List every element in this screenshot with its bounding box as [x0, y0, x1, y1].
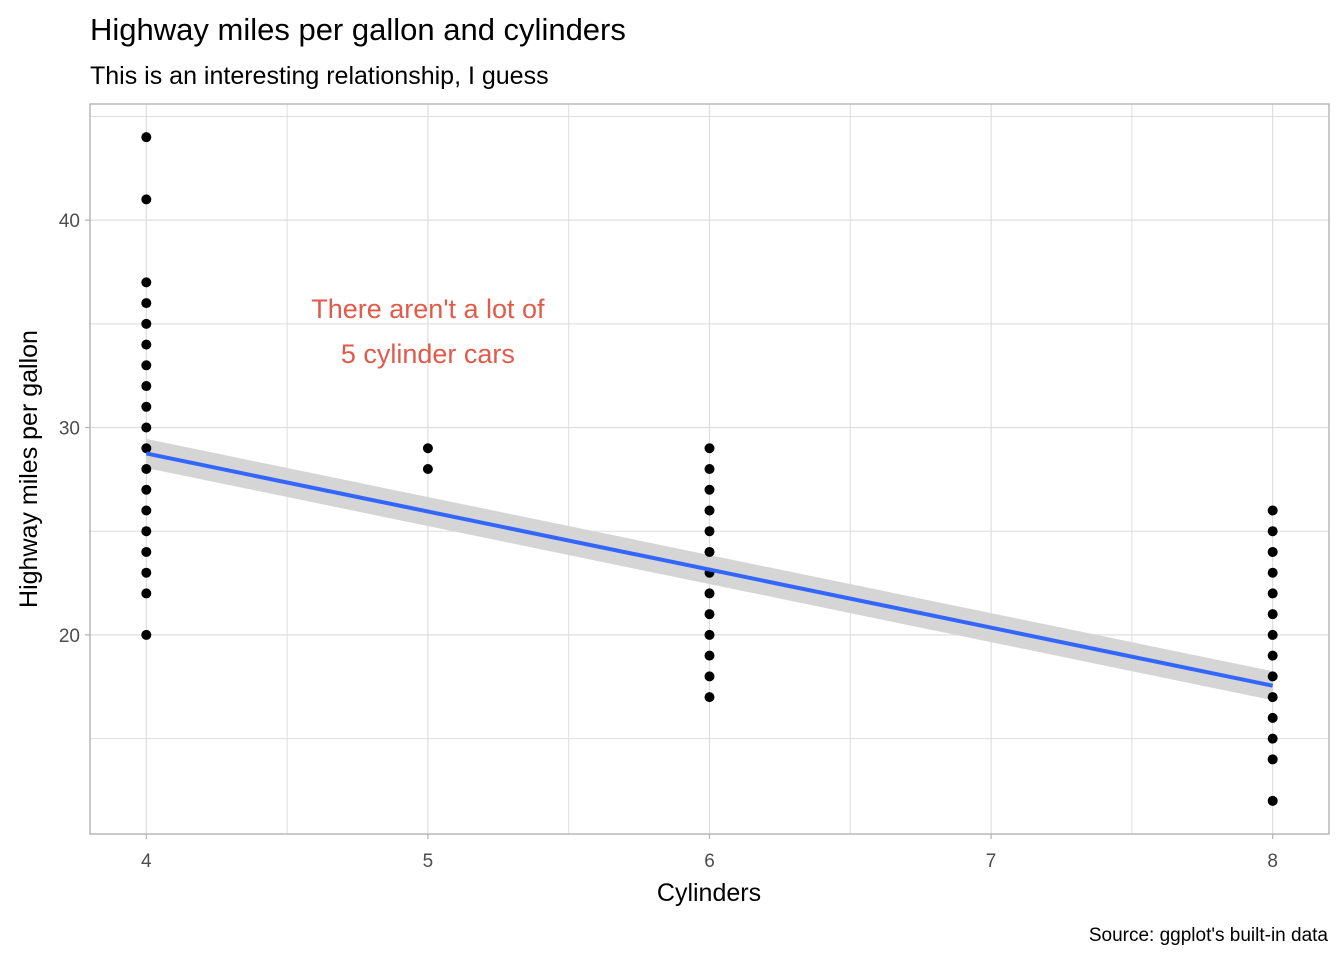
data-point: [1267, 505, 1278, 516]
data-point: [1267, 754, 1278, 765]
data-point: [422, 443, 433, 454]
data-point: [141, 132, 152, 143]
data-point: [141, 588, 152, 599]
y-axis-title: Highway miles per gallon: [15, 330, 43, 608]
chart-title: Highway miles per gallon and cylinders: [90, 12, 626, 47]
x-tick-label: 5: [423, 851, 434, 872]
data-point: [141, 277, 152, 288]
chart-subtitle: This is an interesting relationship, I g…: [90, 62, 549, 90]
data-point: [141, 422, 152, 433]
data-point: [141, 298, 152, 309]
data-point: [1267, 567, 1278, 578]
annotation-line-2: 5 cylinder cars: [341, 339, 515, 369]
data-point: [704, 464, 715, 474]
data-point: [1267, 712, 1278, 723]
y-tick-label: 20: [59, 626, 80, 647]
data-point: [704, 609, 715, 620]
y-tick-label: 40: [59, 211, 80, 232]
data-point: [704, 671, 715, 682]
data-point: [1267, 650, 1278, 661]
data-point: [1267, 588, 1278, 599]
data-point: [704, 526, 715, 537]
data-point: [704, 692, 715, 703]
points-layer: [141, 132, 1278, 806]
annotation-line-1: There aren't a lot of: [311, 294, 545, 324]
data-point: [704, 443, 715, 454]
data-point: [141, 484, 152, 495]
data-point: [704, 484, 715, 495]
data-point: [704, 546, 715, 557]
data-point: [141, 401, 152, 412]
data-point: [1267, 671, 1278, 682]
data-point: [141, 546, 152, 557]
x-axis-title: Cylinders: [657, 879, 761, 907]
data-point: [704, 505, 715, 516]
data-point: [141, 629, 152, 640]
data-point: [1267, 795, 1278, 806]
data-point: [1267, 629, 1278, 640]
data-point: [141, 318, 152, 329]
x-tick-label: 8: [1267, 851, 1278, 872]
data-point: [704, 588, 715, 599]
data-point: [141, 505, 152, 516]
data-point: [141, 443, 152, 454]
data-point: [1267, 733, 1278, 744]
data-point: [1267, 526, 1278, 537]
data-point: [704, 629, 715, 640]
data-point: [141, 526, 152, 537]
data-point: [141, 194, 152, 205]
y-tick-label: 30: [59, 419, 80, 440]
regression-line-layer: [145, 451, 1274, 688]
data-point: [141, 464, 152, 474]
data-point: [1267, 692, 1278, 703]
data-point: [1267, 609, 1278, 620]
data-point: [141, 339, 152, 350]
data-point: [141, 567, 152, 578]
data-point: [141, 360, 152, 371]
data-point: [704, 650, 715, 661]
regression-line: [145, 451, 1274, 688]
data-point: [141, 381, 152, 392]
data-point: [1267, 546, 1278, 557]
x-tick-label: 4: [141, 851, 152, 872]
caption: Source: ggplot's built-in data: [1089, 925, 1329, 946]
axis-ticks: 4 5 6 7 8 20 30 40: [59, 211, 1278, 872]
x-tick-label: 6: [704, 851, 715, 872]
data-point: [422, 464, 433, 474]
x-tick-label: 7: [986, 851, 997, 872]
